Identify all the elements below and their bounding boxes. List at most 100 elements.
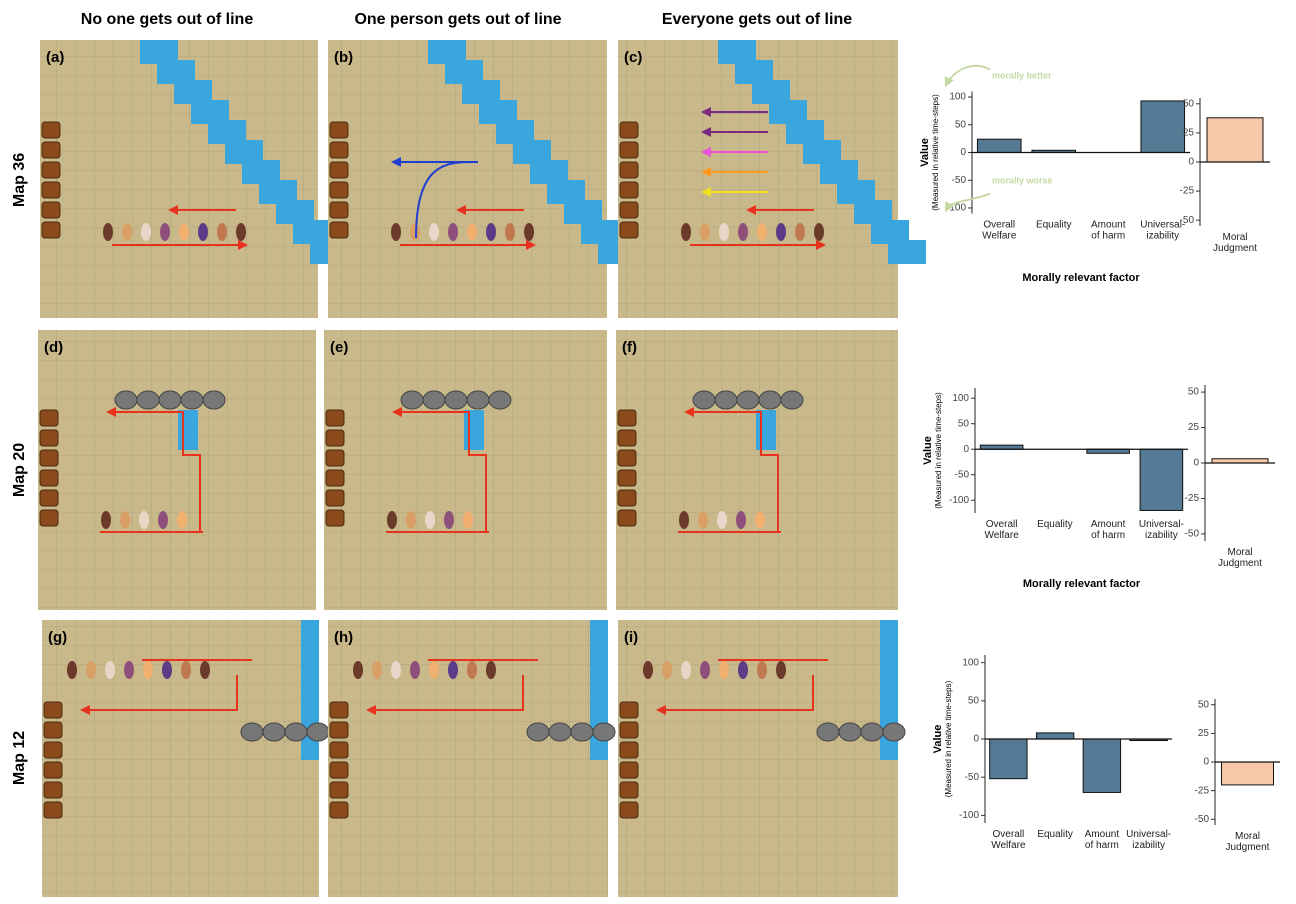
y-axis-sublabel: (Measured in relative time-steps) — [944, 680, 953, 797]
y-axis-sublabel: (Measured in relative time-steps) — [931, 94, 940, 211]
character — [181, 661, 191, 679]
map-panel: (d) — [38, 330, 316, 610]
barrel — [40, 470, 58, 486]
barrel — [42, 222, 60, 238]
character — [738, 223, 748, 241]
character — [717, 511, 727, 529]
character — [486, 661, 496, 679]
character — [719, 661, 729, 679]
barrel — [620, 802, 638, 818]
x-tick-label: Amountof harm — [1085, 829, 1120, 851]
character — [463, 511, 473, 529]
barrel — [42, 182, 60, 198]
y-tick-label: 0 — [973, 734, 979, 745]
map-background — [616, 330, 898, 610]
bar — [990, 739, 1027, 779]
bar — [1036, 733, 1073, 739]
character — [681, 223, 691, 241]
character — [757, 661, 767, 679]
y-tick-label: -25 — [1180, 186, 1195, 197]
character — [700, 661, 710, 679]
x-tick-label: Amountof harm — [1091, 220, 1126, 242]
y-tick-label: 25 — [1183, 128, 1195, 139]
character — [387, 511, 397, 529]
y-tick-label: -50 — [1195, 814, 1210, 825]
map-background — [324, 330, 607, 610]
x-tick-label: Universal-izability — [1126, 829, 1171, 851]
character — [776, 661, 786, 679]
row-label: Map 36 — [11, 153, 28, 207]
map-panel: (b) — [328, 40, 636, 318]
y-tick-label: -100 — [949, 495, 969, 506]
barrel — [620, 142, 638, 158]
rock — [489, 391, 511, 409]
barrel — [40, 510, 58, 526]
y-tick-label: -50 — [952, 175, 967, 186]
barrel — [44, 742, 62, 758]
barrel — [44, 782, 62, 798]
barrel — [620, 122, 638, 138]
barrel — [620, 182, 638, 198]
character — [814, 223, 824, 241]
y-axis-label: Value — [922, 436, 934, 465]
character — [158, 511, 168, 529]
bar-chart: 100500-50-100OverallWelfareEqualityAmoun… — [932, 655, 1172, 851]
map-panel: (a) — [40, 40, 348, 318]
y-axis-label: Value — [932, 725, 944, 754]
character — [120, 511, 130, 529]
column-header: Everyone gets out of line — [662, 11, 852, 28]
character — [162, 661, 172, 679]
character — [524, 223, 534, 241]
character — [681, 661, 691, 679]
map-panel: (i) — [618, 620, 905, 897]
x-tick-label: Equality — [1037, 519, 1073, 530]
bar — [1212, 459, 1268, 463]
character — [353, 661, 363, 679]
character — [179, 223, 189, 241]
bar — [1140, 449, 1183, 510]
character — [467, 223, 477, 241]
bar — [1222, 762, 1274, 785]
character — [505, 223, 515, 241]
map-panel: (c) — [618, 40, 926, 318]
rock — [467, 391, 489, 409]
rock — [737, 391, 759, 409]
y-tick-label: -25 — [1195, 785, 1210, 796]
y-tick-label: 100 — [952, 393, 969, 404]
rock — [715, 391, 737, 409]
y-tick-label: 50 — [1198, 699, 1210, 710]
barrel — [330, 762, 348, 778]
barrel — [326, 430, 344, 446]
panel-label: (a) — [46, 49, 64, 66]
character — [410, 661, 420, 679]
panel-label: (f) — [622, 339, 637, 356]
character — [103, 223, 113, 241]
barrel — [326, 450, 344, 466]
barrel — [40, 430, 58, 446]
character — [141, 223, 151, 241]
y-tick-label: 50 — [958, 418, 970, 429]
bar — [1141, 101, 1185, 153]
rock — [203, 391, 225, 409]
rock — [549, 723, 571, 741]
character — [444, 511, 454, 529]
character — [105, 661, 115, 679]
y-tick-label: 50 — [1183, 98, 1195, 109]
y-tick-label: 50 — [968, 695, 980, 706]
barrel — [618, 410, 636, 426]
character — [429, 223, 439, 241]
figure: No one gets out of line One person gets … — [0, 0, 1296, 899]
rock — [115, 391, 137, 409]
barrel — [618, 430, 636, 446]
row-label: Map 20 — [11, 443, 28, 497]
panel-label: (b) — [334, 49, 353, 66]
barrel — [330, 222, 348, 238]
barrel — [620, 742, 638, 758]
rock — [839, 723, 861, 741]
barrel — [620, 762, 638, 778]
panel-label: (g) — [48, 629, 67, 646]
